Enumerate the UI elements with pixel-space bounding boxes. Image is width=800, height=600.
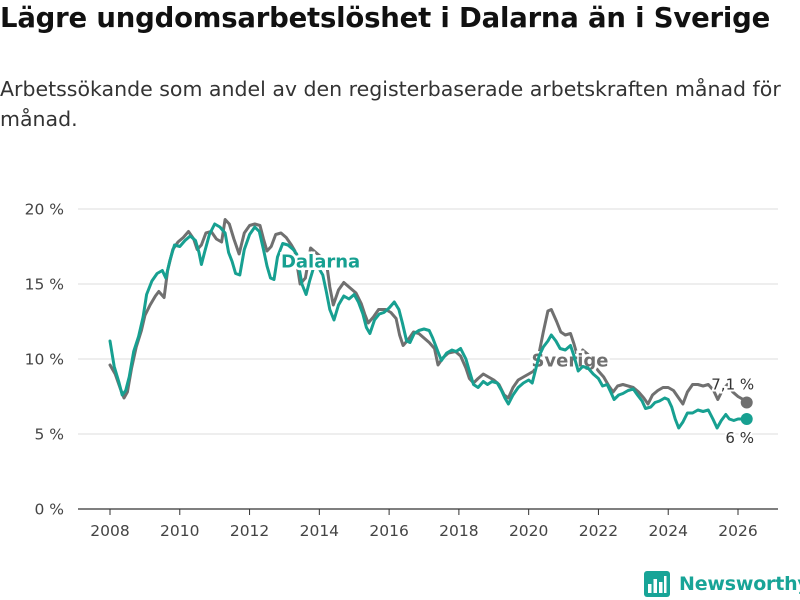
x-tick-label: 2016	[369, 522, 408, 540]
y-tick-label: 5 %	[34, 426, 64, 444]
y-tick-label: 0 %	[34, 501, 64, 519]
x-tick-label: 2022	[579, 522, 618, 540]
x-tick-label: 2008	[90, 522, 129, 540]
series-label-sverige: Sverige	[531, 351, 608, 372]
x-tick-label: 2024	[648, 522, 687, 540]
chart-title: Lägre ungdomsarbetslöshet i Dalarna än i…	[0, 2, 771, 34]
y-tick-label: 20 %	[25, 201, 64, 219]
x-tick-label: 2010	[160, 522, 199, 540]
x-tick-label: 2026	[718, 522, 757, 540]
series-line-dalarna	[108, 222, 749, 430]
series-end-point-sverige	[740, 396, 753, 409]
series-end-label-dalarna: 6 %	[725, 429, 754, 447]
brand-logo[interactable]: Newsworthy	[644, 569, 800, 599]
series-end-label-sverige: 7,1 %	[711, 376, 754, 394]
x-tick-label: 2018	[439, 522, 478, 540]
x-tick-label: 2012	[230, 522, 269, 540]
x-tick-label: 2014	[300, 522, 339, 540]
series-label-dalarna: Dalarna	[281, 252, 360, 273]
chart-subtitle: Arbetssökande som andel av den registerb…	[0, 77, 781, 131]
y-tick-label: 10 %	[25, 351, 64, 369]
y-tick-label: 15 %	[25, 276, 64, 294]
bar-chart-logo-icon	[644, 571, 670, 597]
brand-name: Newsworthy	[679, 573, 800, 595]
x-tick-label: 2020	[509, 522, 548, 540]
series-end-point-dalarna	[740, 413, 753, 425]
